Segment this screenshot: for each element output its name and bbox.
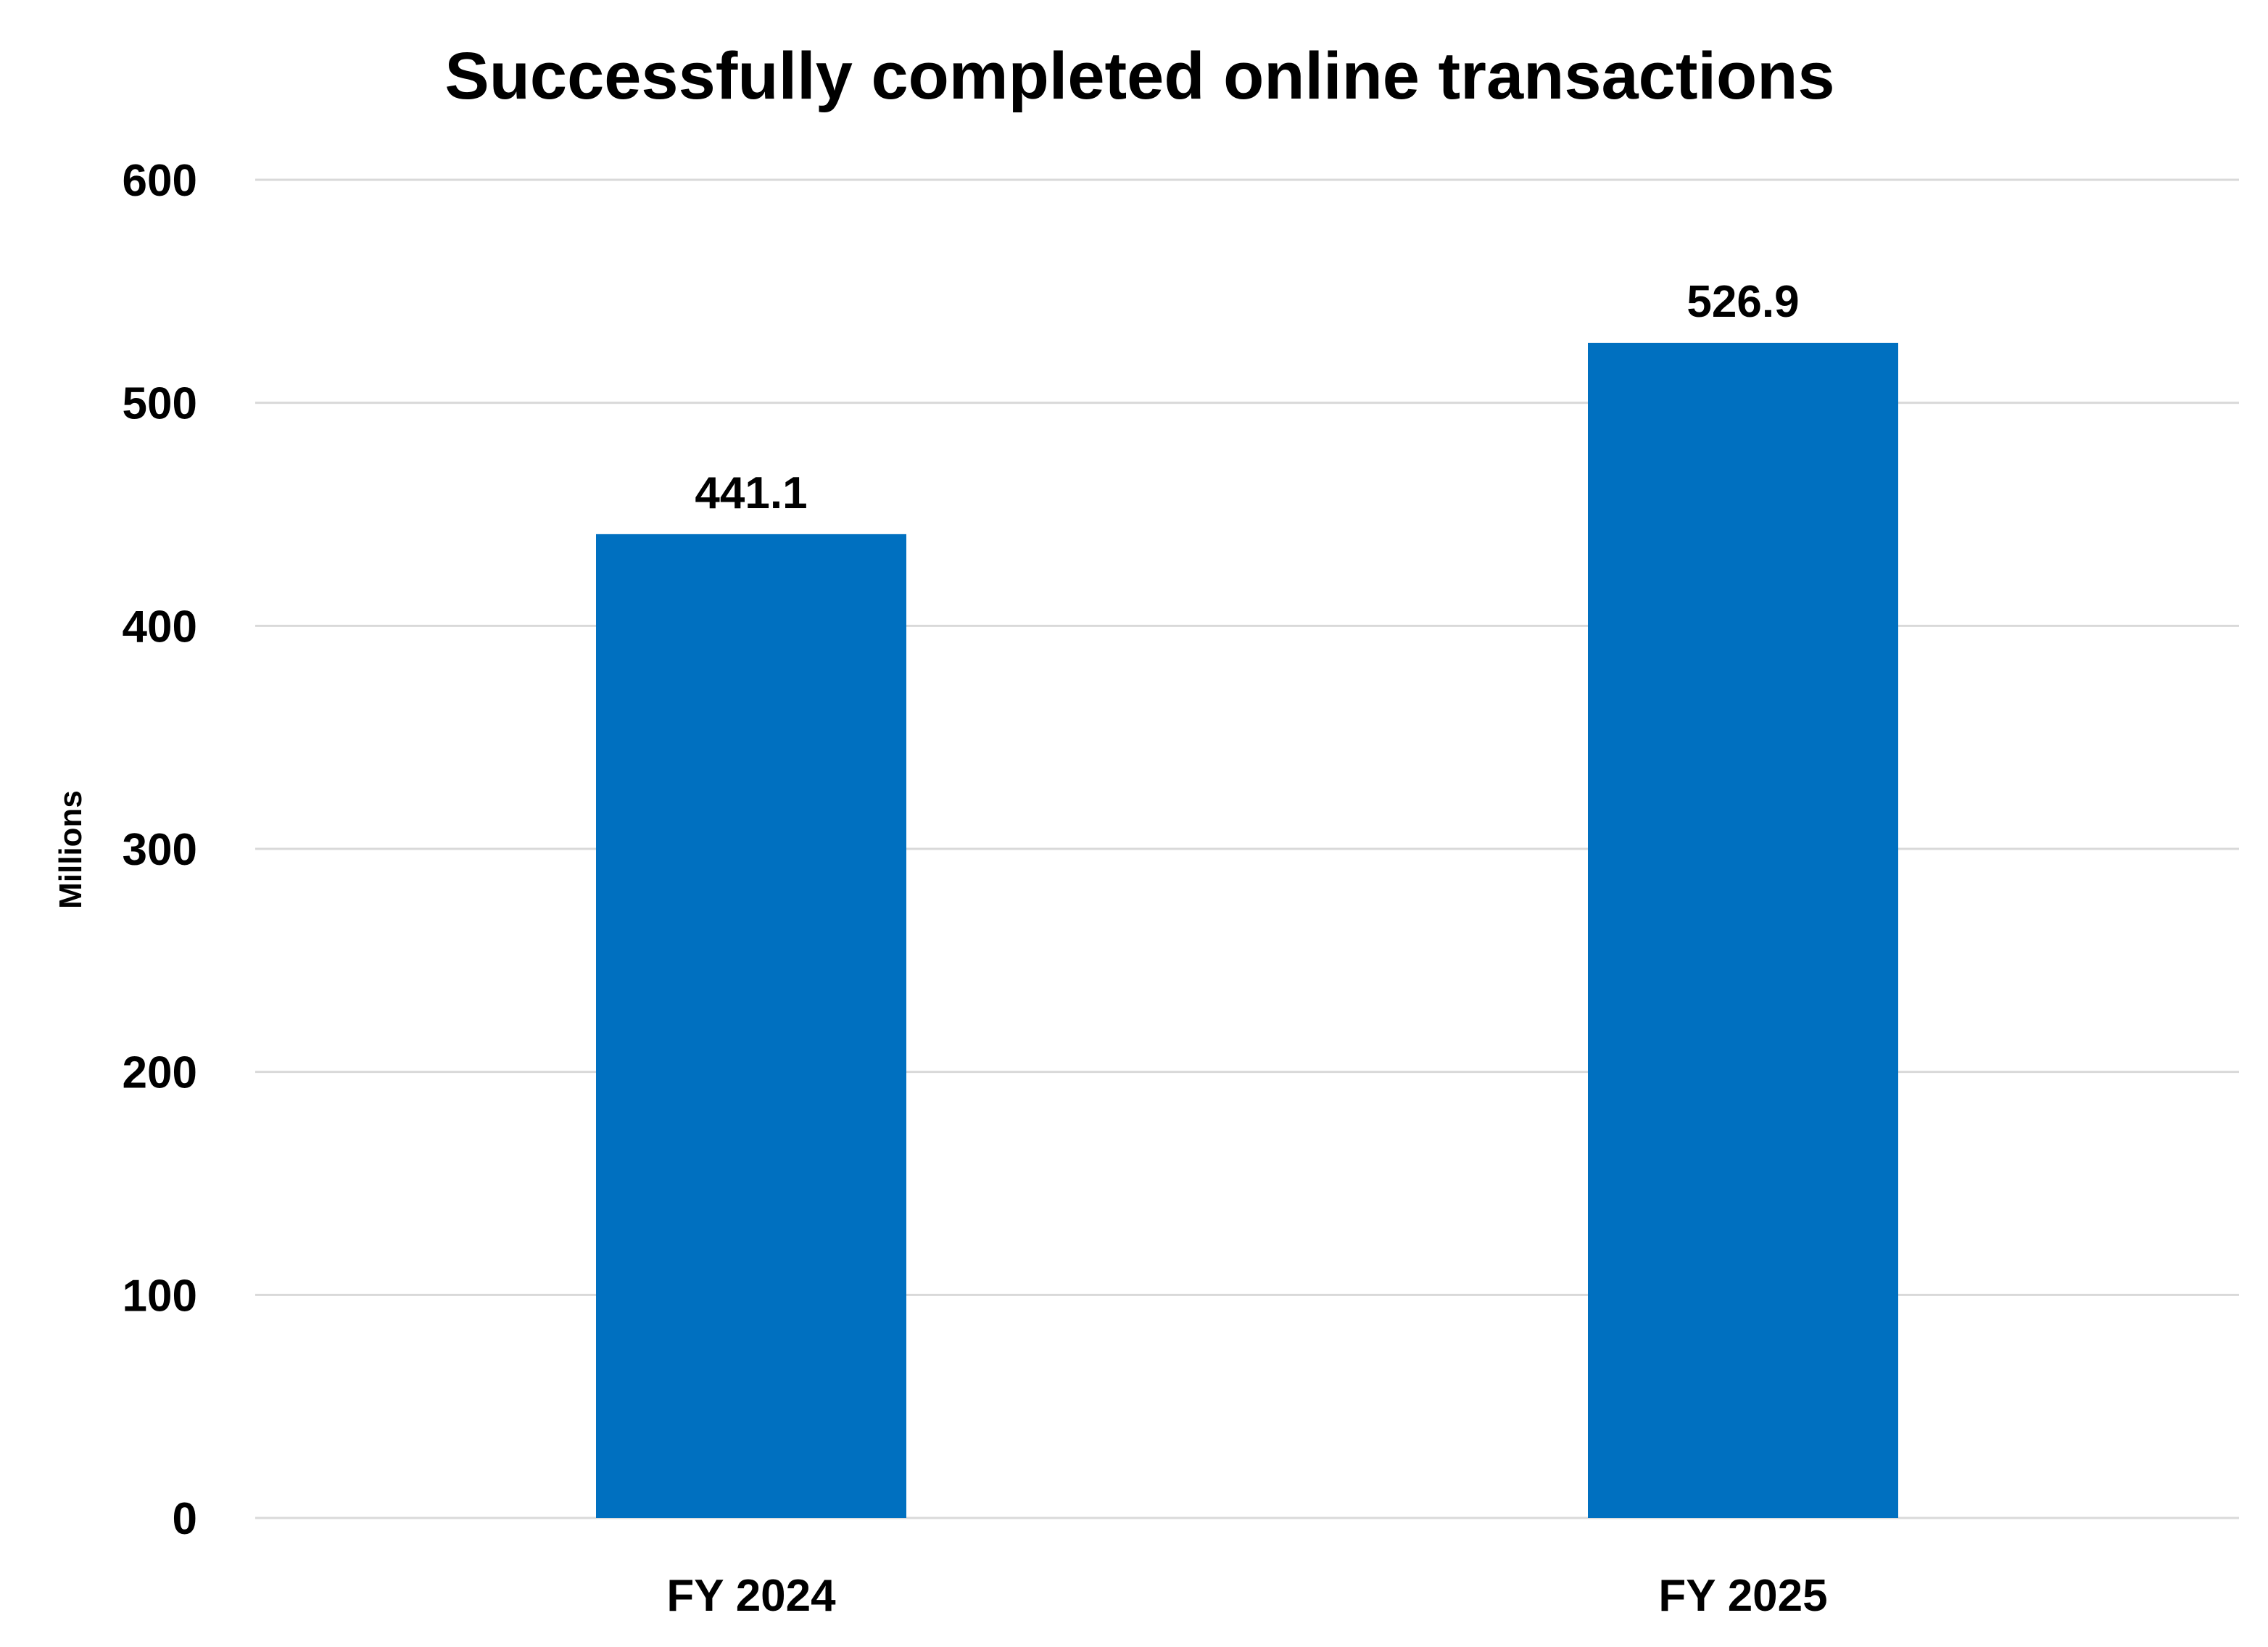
y-tick-label: 600	[123, 156, 197, 206]
bar-fy-2025	[1588, 342, 1898, 1519]
data-label: 526.9	[1686, 277, 1799, 327]
y-tick-label: 500	[123, 379, 197, 429]
y-tick-label: 200	[123, 1048, 197, 1098]
y-tick-label: 400	[123, 602, 197, 652]
chart-title: Successfully completed online transactio…	[444, 39, 1834, 113]
y-tick-label: 300	[123, 825, 197, 875]
y-tick-label: 0	[173, 1494, 197, 1544]
data-label: 441.1	[695, 468, 807, 518]
x-tick-label: FY 2025	[1658, 1571, 1827, 1621]
bar-fy-2024	[596, 534, 906, 1518]
y-tick-label: 100	[123, 1271, 197, 1321]
x-tick-label: FY 2024	[666, 1571, 836, 1621]
y-axis-label: Millions	[53, 790, 88, 909]
